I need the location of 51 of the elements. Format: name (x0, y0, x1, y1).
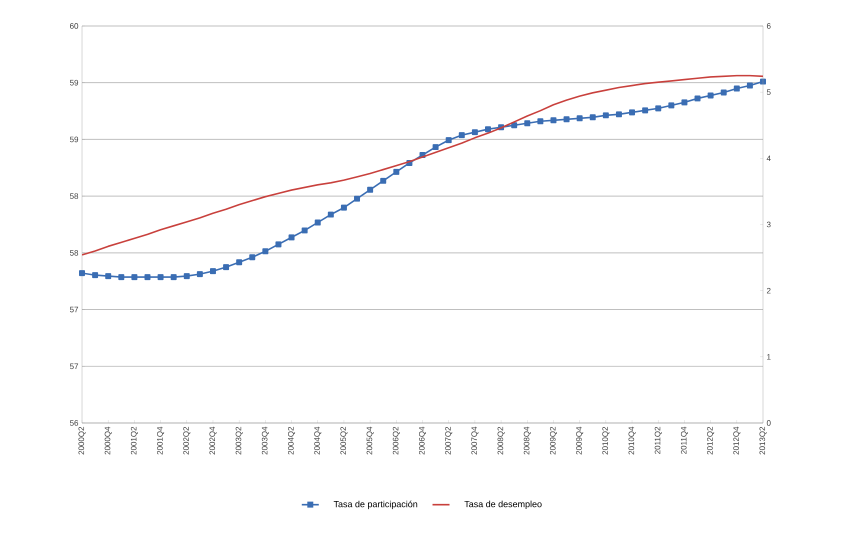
point (484, 126, 491, 132)
point (302, 227, 308, 234)
point (380, 178, 386, 184)
point (184, 273, 190, 280)
point (262, 248, 268, 254)
point (511, 122, 518, 128)
point (340, 204, 347, 211)
legend-label: Tasa de desempleo (464, 500, 542, 510)
point (170, 274, 177, 280)
point (590, 114, 596, 120)
point (249, 254, 256, 260)
point (550, 117, 556, 124)
point (681, 99, 688, 106)
point (524, 120, 530, 126)
point (92, 272, 98, 278)
point (223, 264, 230, 270)
point (79, 270, 85, 276)
point (458, 132, 465, 138)
point (720, 89, 727, 96)
point (616, 111, 622, 118)
point (668, 102, 674, 108)
point (236, 259, 242, 266)
point (144, 274, 150, 280)
point (314, 220, 321, 226)
point (564, 116, 570, 122)
point (746, 82, 753, 89)
point (734, 86, 740, 92)
point (642, 107, 648, 114)
point (158, 274, 164, 280)
point (118, 274, 124, 280)
point (576, 115, 583, 122)
point (537, 118, 544, 124)
point (367, 186, 374, 193)
point (694, 95, 701, 102)
point (131, 274, 138, 280)
point (602, 112, 609, 118)
point (210, 268, 216, 274)
point (446, 137, 452, 144)
point (393, 168, 400, 175)
point (655, 105, 662, 112)
point (275, 241, 282, 248)
point (328, 212, 334, 218)
point (196, 271, 203, 278)
legend-label: Tasa de participación (334, 500, 418, 510)
point (472, 129, 478, 136)
point (288, 234, 295, 240)
point (708, 92, 714, 98)
point (105, 273, 112, 280)
point (432, 144, 439, 150)
point (629, 109, 636, 116)
point (354, 196, 360, 202)
